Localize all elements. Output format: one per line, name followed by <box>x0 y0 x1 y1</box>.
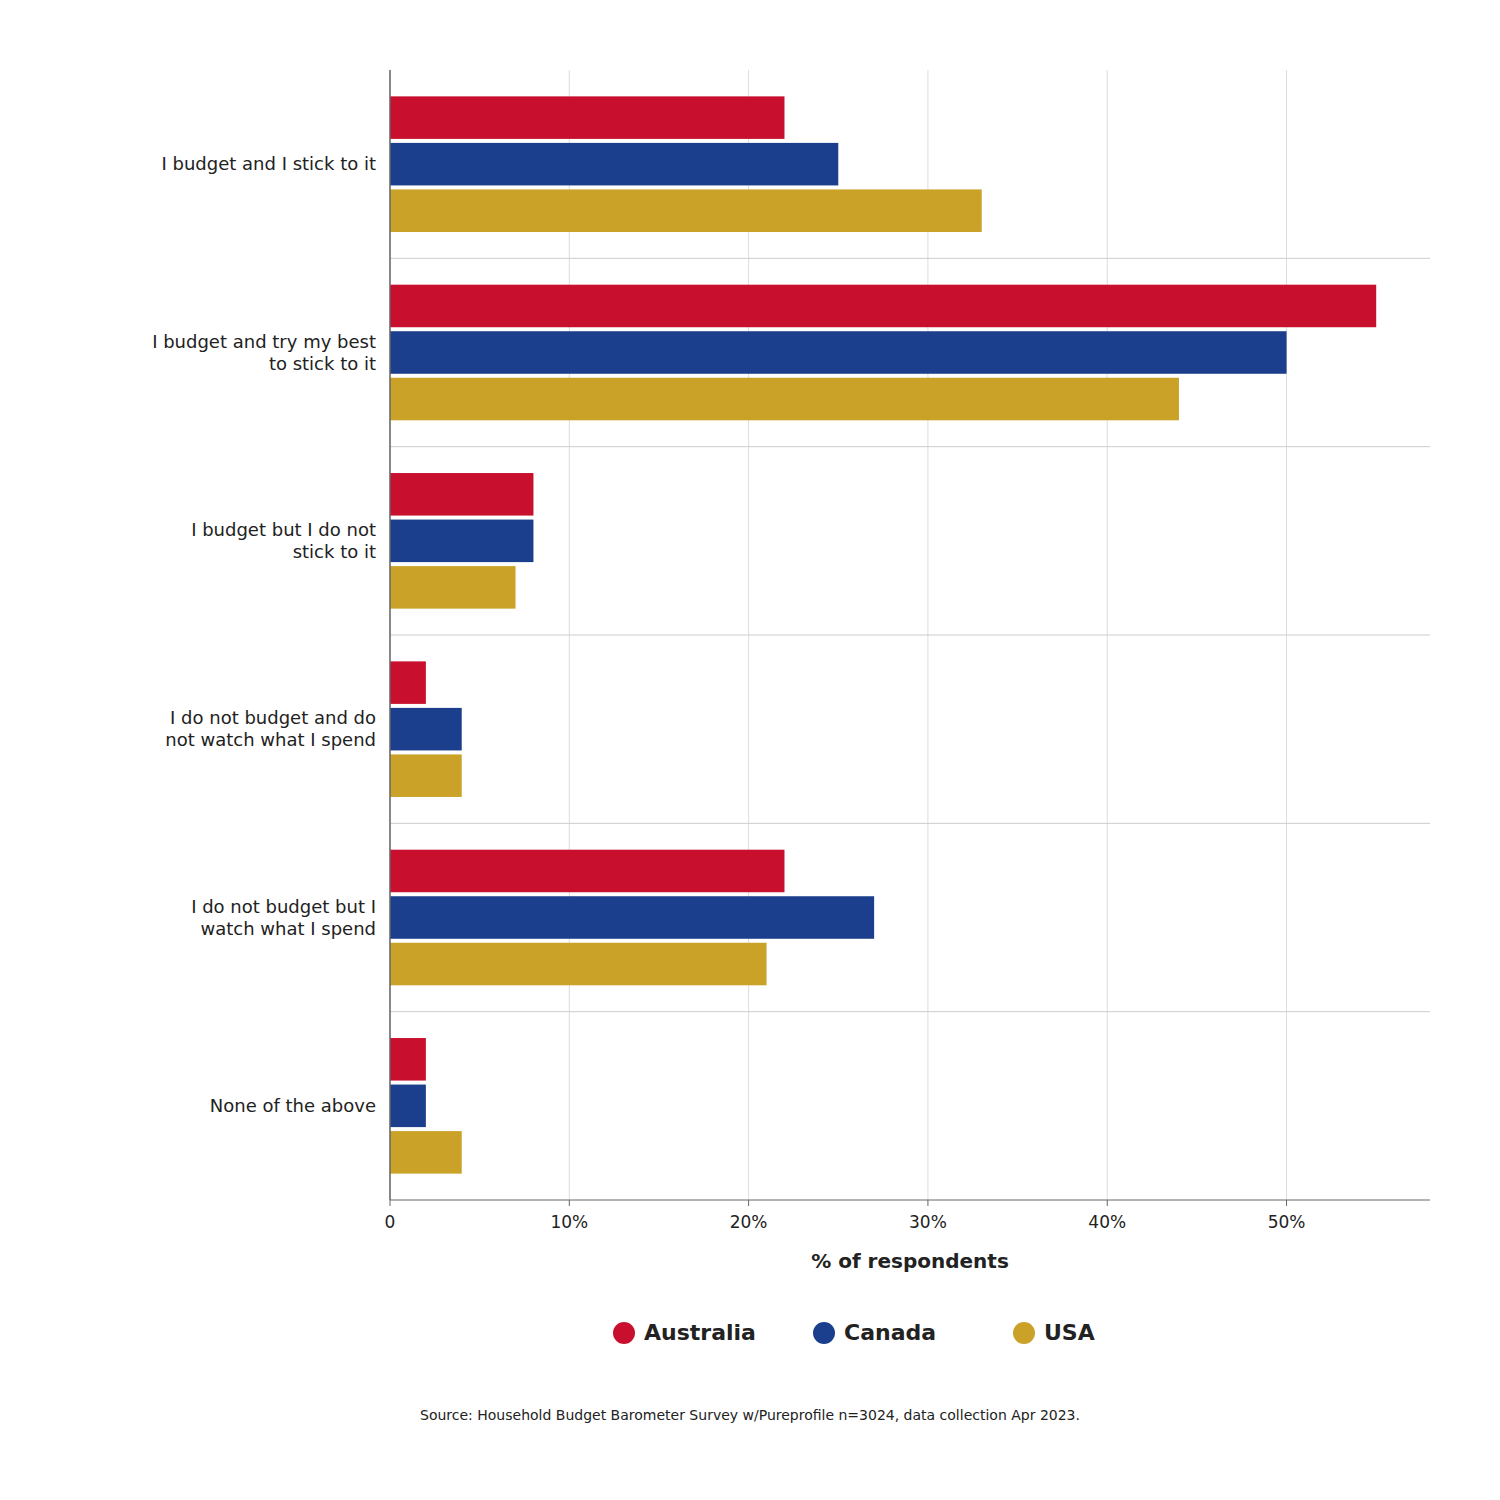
category-label-line: watch what I spend <box>200 918 376 939</box>
category-label: None of the above <box>210 1095 376 1116</box>
category-label: I budget and I stick to it <box>161 153 376 174</box>
category-separators <box>390 258 1430 1011</box>
legend-swatch <box>813 1322 835 1344</box>
bar <box>390 1131 462 1174</box>
legend-label: Australia <box>644 1320 756 1345</box>
tick-label: 30% <box>909 1212 947 1232</box>
category-label: I budget but I do notstick to it <box>191 519 376 562</box>
tick-mark <box>927 1200 928 1206</box>
category-separator <box>390 823 1430 824</box>
tick-mark <box>1286 1200 1287 1206</box>
legend-label: USA <box>1044 1320 1095 1345</box>
category-label-line: I budget and I stick to it <box>161 153 376 174</box>
x-ticks: 0 10% 20% 30% 40% 50% <box>385 1200 1306 1232</box>
category-label-line: not watch what I spend <box>165 729 376 750</box>
grid-line <box>390 70 391 1200</box>
bar <box>390 378 1179 421</box>
bar <box>390 520 533 563</box>
tick-label: 0 <box>385 1212 396 1232</box>
source-note: Source: Household Budget Barometer Surve… <box>420 1407 1080 1423</box>
chart-container: 0 10% 20% 30% 40% 50% I budget and I stick to … <box>0 0 1500 1500</box>
bar <box>390 754 462 797</box>
tick-label: 50% <box>1268 1212 1306 1232</box>
bar <box>390 943 767 986</box>
bar <box>390 189 982 232</box>
category-label-line: I budget and try my best <box>152 331 376 352</box>
y-labels: I budget and I stick to it I budget and t… <box>152 153 376 1116</box>
legend-swatch <box>613 1322 635 1344</box>
bar <box>390 850 784 893</box>
chart-svg: 0 10% 20% 30% 40% 50% I budget and I stick to … <box>0 0 1500 1500</box>
category-label: I budget and try my bestto stick to it <box>152 331 376 374</box>
legend: Australia Canada USA <box>613 1320 1095 1345</box>
bar <box>390 708 462 751</box>
legend-swatch <box>1013 1322 1035 1344</box>
x-axis-label: % of respondents <box>811 1249 1009 1273</box>
category-label-line: I budget but I do not <box>191 519 376 540</box>
tick-label: 20% <box>730 1212 768 1232</box>
bar <box>390 566 516 609</box>
bar <box>390 143 838 186</box>
category-label-line: I do not budget but I <box>191 896 376 917</box>
category-separator <box>390 1011 1430 1012</box>
x-axis-line <box>390 1200 1430 1201</box>
category-label-line: stick to it <box>293 541 376 562</box>
category-separator <box>390 258 1430 259</box>
category-separator <box>390 446 1430 447</box>
y-axis-line <box>389 70 391 1200</box>
category-label-line: to stick to it <box>269 353 376 374</box>
tick-mark <box>569 1200 570 1206</box>
tick-mark <box>1107 1200 1108 1206</box>
bar <box>390 285 1376 328</box>
tick-mark <box>748 1200 749 1206</box>
bar <box>390 1038 426 1081</box>
tick-label: 40% <box>1088 1212 1126 1232</box>
bar <box>390 896 874 939</box>
bar <box>390 1085 426 1128</box>
bars <box>390 96 1376 1173</box>
axes <box>390 70 1430 1200</box>
tick-label: 10% <box>550 1212 588 1232</box>
bar <box>390 661 426 704</box>
category-separator <box>390 635 1430 636</box>
bar <box>390 96 784 139</box>
category-label-line: None of the above <box>210 1095 376 1116</box>
legend-label: Canada <box>844 1320 936 1345</box>
category-label: I do not budget but Iwatch what I spend <box>191 896 376 939</box>
category-label-line: I do not budget and do <box>170 707 376 728</box>
bar <box>390 473 533 516</box>
category-label: I do not budget and donot watch what I s… <box>165 707 376 750</box>
tick-mark <box>390 1200 391 1206</box>
bar <box>390 331 1287 374</box>
